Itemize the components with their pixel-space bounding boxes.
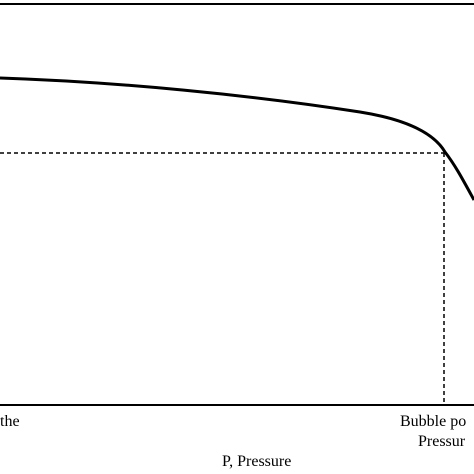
bubble-point-label-line2: Pressur — [418, 433, 466, 450]
left-tick-label: the — [0, 413, 20, 430]
bubble-point-label-line1: Bubble po — [400, 413, 466, 430]
x-axis-title: P, Pressure — [222, 453, 291, 470]
pressure-curve — [0, 76, 474, 201]
